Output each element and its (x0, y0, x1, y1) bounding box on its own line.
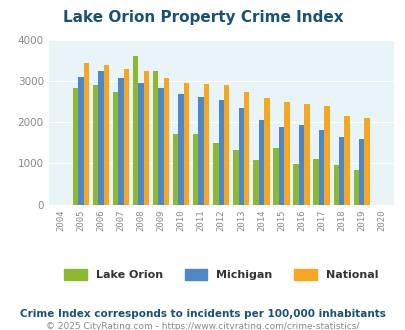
Bar (103, 65, 109, 205)
Bar (113, 92, 118, 205)
Bar (163, 79, 169, 205)
Bar (183, 83, 189, 205)
Bar (343, 115, 349, 205)
Bar (303, 104, 309, 205)
Text: Lake Orion Property Crime Index: Lake Orion Property Crime Index (62, 10, 343, 25)
Bar (83, 63, 89, 205)
Legend: Lake Orion, Michigan, National: Lake Orion, Michigan, National (60, 265, 382, 285)
Bar (92, 84, 98, 205)
Bar (253, 160, 258, 205)
Bar (324, 106, 329, 205)
Bar (238, 109, 243, 205)
Bar (124, 69, 129, 205)
Bar (338, 137, 343, 205)
Bar (118, 78, 124, 205)
Bar (158, 88, 163, 205)
Bar (132, 56, 138, 205)
Bar (313, 159, 318, 205)
Bar (264, 98, 269, 205)
Bar (173, 135, 178, 205)
Bar (298, 125, 303, 205)
Bar (232, 150, 238, 205)
Bar (98, 71, 103, 205)
Bar (72, 88, 78, 205)
Bar (213, 143, 218, 205)
Bar (198, 96, 203, 205)
Bar (78, 77, 83, 205)
Bar (224, 85, 229, 205)
Bar (243, 92, 249, 205)
Bar (358, 139, 364, 205)
Bar (218, 100, 224, 205)
Bar (273, 148, 278, 205)
Bar (284, 102, 289, 205)
Bar (193, 134, 198, 205)
Bar (258, 120, 264, 205)
Bar (153, 71, 158, 205)
Bar (333, 165, 338, 205)
Bar (353, 170, 358, 205)
Bar (178, 94, 183, 205)
Bar (318, 130, 324, 205)
Bar (278, 127, 284, 205)
Bar (203, 84, 209, 205)
Text: Crime Index corresponds to incidents per 100,000 inhabitants: Crime Index corresponds to incidents per… (20, 309, 385, 318)
Text: © 2025 CityRating.com - https://www.cityrating.com/crime-statistics/: © 2025 CityRating.com - https://www.city… (46, 322, 359, 330)
Bar (143, 71, 149, 205)
Bar (138, 83, 143, 205)
Bar (364, 118, 369, 205)
Bar (293, 164, 298, 205)
